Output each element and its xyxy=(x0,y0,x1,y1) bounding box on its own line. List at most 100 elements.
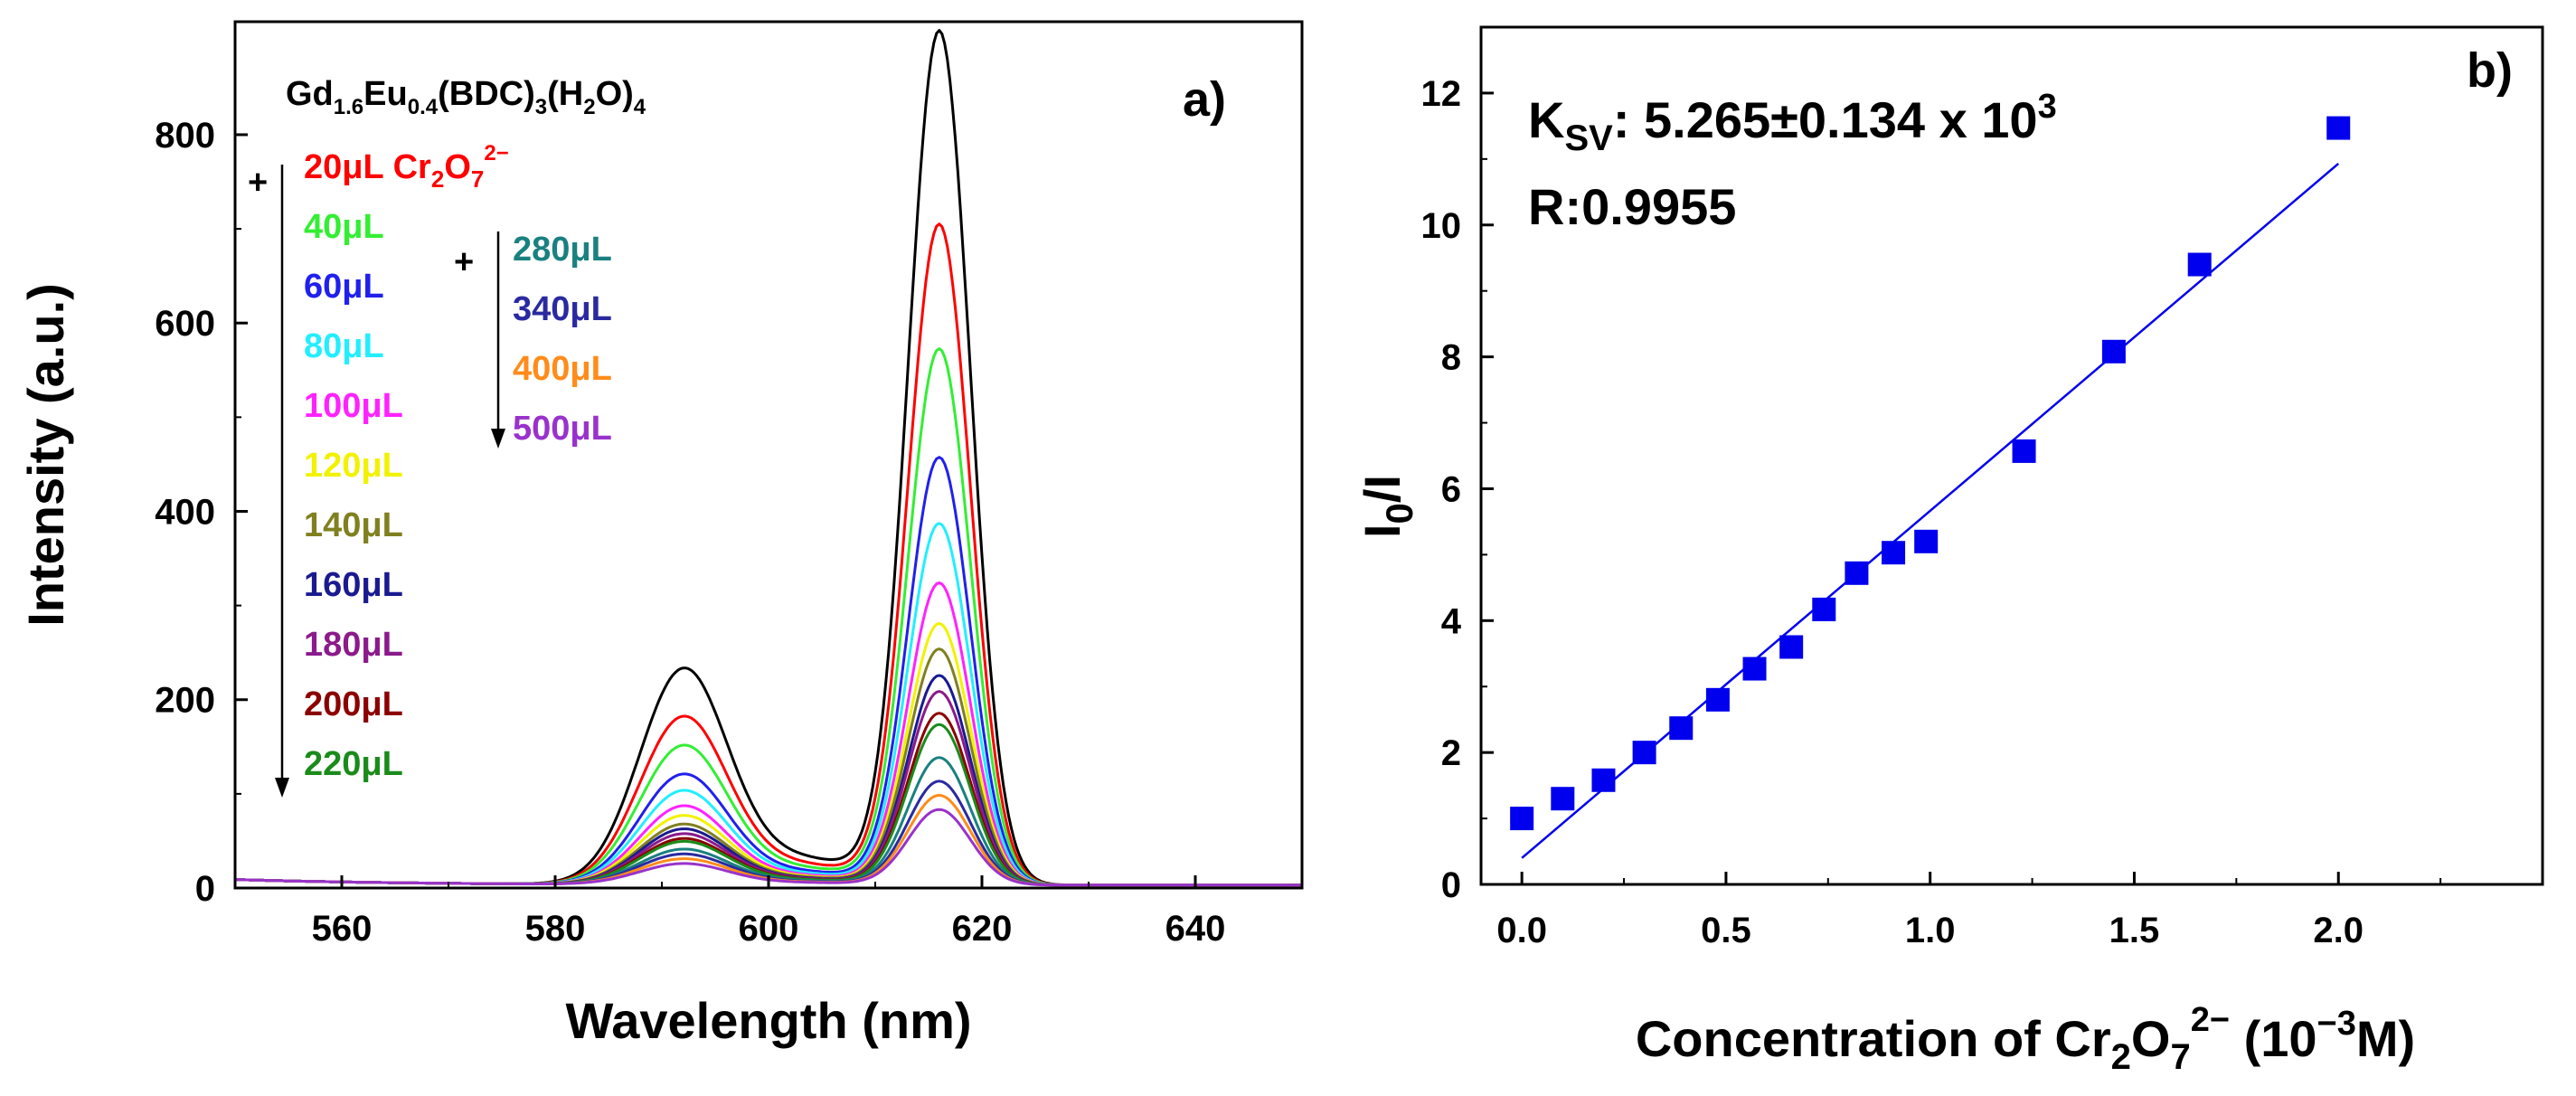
legend-ion-sub2: 2 xyxy=(431,165,444,193)
data-point xyxy=(2187,252,2212,277)
y-tick-label: 6 xyxy=(1441,469,1461,509)
panel-b-y-axis-label: I0/I xyxy=(1354,475,1420,538)
ylabel-sub: 0 xyxy=(1378,503,1420,524)
xlabel-ion-charge: 2− xyxy=(2191,1001,2230,1039)
data-point xyxy=(1632,741,1656,765)
legend-volume: 220μL xyxy=(304,745,403,783)
compound-formula: Gd1.6Eu0.4(BDC)3(H2O)4 xyxy=(286,75,646,119)
legend-ion-charge: 2− xyxy=(484,141,508,165)
data-point xyxy=(2012,439,2036,463)
compound-part-2: Eu xyxy=(363,75,408,113)
panel-a-y-ticks: 0 200 400 600 800 xyxy=(155,116,248,909)
legend-volume: 200μL xyxy=(304,685,403,723)
legend-entry: 500μL xyxy=(513,410,612,448)
legend-entry: 20μL Cr2O72− xyxy=(304,141,509,193)
panel-b-chart: 0.0 0.5 1.0 1.5 2.0 0 2 4 6 8 10 12 b) KSV: 5.265±… xyxy=(1354,25,2544,1077)
panel-b-frame xyxy=(1479,25,2544,886)
legend-entry: 280μL xyxy=(513,231,612,269)
xlabel-ion-sub2: 2 xyxy=(2111,1037,2131,1077)
x-tick-label: 560 xyxy=(312,909,373,949)
ksv-subscript: SV xyxy=(1564,118,1613,158)
x-tick-label: 620 xyxy=(952,909,1013,949)
addition-arrowhead-2 xyxy=(491,429,505,449)
ylabel-post: /I xyxy=(1354,475,1411,503)
spectrum-40uL xyxy=(234,347,1302,887)
xlabel-unit-pre: (10 xyxy=(2230,1010,2317,1067)
panel-a-x-axis-label: Wavelength (nm) xyxy=(565,992,971,1049)
panel-a-x-ticks: 560 580 600 620 640 xyxy=(234,875,1303,949)
compound-part-4: (H xyxy=(547,75,583,113)
y-tick-label: 10 xyxy=(1421,206,1462,246)
data-point xyxy=(1551,787,1575,811)
compound-sub-3: 3 xyxy=(535,95,547,119)
x-tick-label: 600 xyxy=(739,909,799,949)
legend-entry: 80μL xyxy=(304,327,384,365)
panel-b-label: b) xyxy=(2467,43,2513,98)
y-tick-label: 800 xyxy=(155,116,215,156)
panel-a-label: a) xyxy=(1183,72,1226,127)
spectrum-200uL xyxy=(234,712,1302,887)
ksv-annotation: KSV: 5.265±0.134 x 103 xyxy=(1528,88,2057,158)
y-tick-label: 2 xyxy=(1441,733,1461,773)
data-point xyxy=(1510,807,1534,831)
data-point xyxy=(2326,116,2351,140)
legend-volume: 60μL xyxy=(304,268,384,306)
compound-part-3: (BDC) xyxy=(438,75,535,113)
legend-entry: 220μL xyxy=(304,745,403,783)
panel-a-chart: 560 580 600 620 640 0 200 400 600 800 a) Wavelen… xyxy=(17,20,1304,1049)
data-point xyxy=(1779,635,1804,659)
xlabel-ion-sub7: 7 xyxy=(2170,1037,2190,1077)
xlabel-main: Concentration of Cr xyxy=(1636,1010,2111,1067)
compound-part-5: O) xyxy=(596,75,634,113)
plus-sign-1: + xyxy=(248,164,268,202)
ksv-exponent: 3 xyxy=(2038,88,2057,126)
compound-sub-2: 0.4 xyxy=(408,95,439,119)
y-tick-label: 0 xyxy=(1441,865,1461,905)
legend-volume: 80μL xyxy=(304,327,384,365)
legend-entry: 400μL xyxy=(513,350,612,388)
panel-a-y-axis-label: Intensity (a.u.) xyxy=(17,283,74,627)
legend-volume: 140μL xyxy=(304,506,403,544)
data-point xyxy=(1845,561,1869,585)
legend-volume: 120μL xyxy=(304,447,403,485)
ylabel-I: I xyxy=(1354,524,1411,538)
legend-entry: 40μL xyxy=(304,208,384,246)
x-tick-label: 0.0 xyxy=(1496,911,1547,950)
y-tick-label: 600 xyxy=(155,304,215,344)
ksv-value: : 5.265±0.134 x 10 xyxy=(1613,91,2038,148)
xlabel-unit-post: M) xyxy=(2356,1010,2415,1067)
compound-sub-5: 4 xyxy=(634,95,646,119)
data-point xyxy=(1742,657,1767,681)
x-tick-label: 640 xyxy=(1165,909,1226,949)
legend-volume: 100μL xyxy=(304,387,403,425)
data-point xyxy=(1812,597,1836,621)
panel-b-y-ticks: 0 2 4 6 8 10 12 xyxy=(1421,74,1494,905)
volume-legend: 20μL Cr2O72− 40μL 60μL 80μL 100μL 120μL 140μL 1… xyxy=(304,141,612,783)
legend-volume: 180μL xyxy=(304,626,403,664)
spectrum-20uL xyxy=(234,222,1302,887)
x-tick-label: 0.5 xyxy=(1701,911,1751,950)
y-tick-label: 0 xyxy=(195,869,215,909)
data-point xyxy=(1669,716,1694,741)
legend-volume: 160μL xyxy=(304,566,403,604)
y-tick-label: 8 xyxy=(1441,338,1461,378)
compound-base: Gd xyxy=(286,75,334,113)
addition-arrowhead-1 xyxy=(275,778,289,798)
data-point xyxy=(1882,541,1906,565)
legend-entry: 160μL xyxy=(304,566,403,604)
y-tick-label: 200 xyxy=(155,681,215,721)
legend-entry: 200μL xyxy=(304,685,403,723)
legend-volume: 20μL xyxy=(304,148,384,186)
x-tick-label: 1.5 xyxy=(2109,911,2160,950)
compound-sub-1: 1.6 xyxy=(334,95,363,119)
x-tick-label: 580 xyxy=(525,909,586,949)
linear-fit-line xyxy=(1521,162,2340,859)
data-point xyxy=(1705,687,1730,712)
data-point xyxy=(2101,339,2126,364)
data-points xyxy=(1510,116,2351,831)
legend-entry: 60μL xyxy=(304,268,384,306)
r-annotation: R:0.9955 xyxy=(1528,178,1736,235)
y-tick-label: 400 xyxy=(155,492,215,532)
legend-entry: 340μL xyxy=(513,290,612,328)
